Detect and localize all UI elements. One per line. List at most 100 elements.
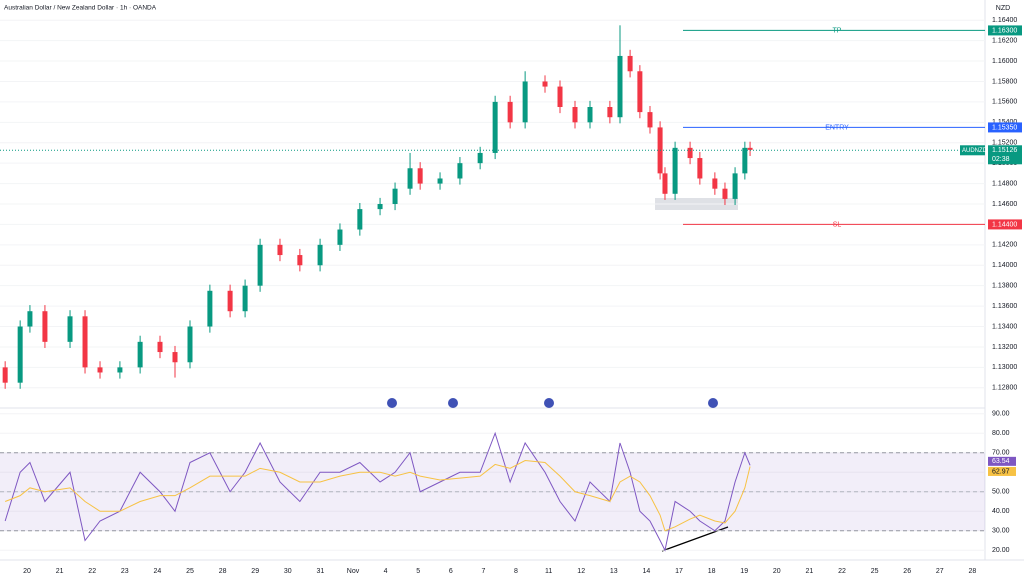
symbol-tag-label: AUDNZD [962,148,988,154]
currency-label: NZD [996,5,1010,12]
candle-body [662,173,668,194]
candle-body [557,86,563,107]
x-tick-label: 22 [88,568,96,575]
event-icons [387,398,718,408]
x-tick-label: 4 [384,568,388,575]
y-tick-label: 30.00 [992,528,1010,535]
level-name: TP [833,27,842,34]
x-tick-label: 21 [56,568,64,575]
x-tick-label: 20 [23,568,31,575]
candle-body [587,107,593,123]
candle-body [242,285,248,312]
price-tag [988,219,1022,230]
y-tick-label: 70.00 [992,450,1010,457]
candle-body [627,55,633,72]
x-tick-label: 18 [708,568,716,575]
y-tick-label: 1.15600 [992,99,1017,106]
candle-body [227,290,233,312]
candle-body [117,367,123,373]
x-tick-label: 7 [481,568,485,575]
y-tick-label: 80.00 [992,430,1010,437]
x-tick-label: 21 [806,568,814,575]
x-tick-label: 31 [317,568,325,575]
candle-body [27,311,33,327]
y-tick-label: 1.13600 [992,303,1017,310]
x-tick-label: 11 [545,568,552,575]
candle-body [277,244,283,256]
price-tag-label: 1.15350 [992,124,1017,131]
x-tick-label: 20 [773,568,781,575]
x-tick-label: 12 [577,568,585,575]
candle-body [647,112,653,128]
x-tick-label: 28 [969,568,977,575]
x-tick-label: 27 [936,568,944,575]
price-tag [988,145,1022,165]
countdown-label: 02:38 [992,156,1010,163]
x-tick-label: 22 [838,568,846,575]
y-tick-label: 1.14000 [992,262,1017,269]
candle-body [157,341,163,353]
event-icon[interactable] [387,398,397,408]
price-tag-label: 1.16300 [992,27,1017,34]
x-tick-label: Nov [347,568,360,575]
candle-body [617,55,623,118]
candle-body [97,367,103,373]
value-tag [988,456,1016,466]
y-tick-label: 1.16400 [992,17,1017,24]
y-tick-label: 1.13800 [992,283,1017,290]
y-tick-label: 40.00 [992,508,1010,515]
candle-body [572,107,578,123]
x-tick-label: 28 [219,568,227,575]
x-tick-label: 30 [284,568,292,575]
price-tag-label: 1.15126 [992,147,1017,154]
candle-body [82,316,88,368]
candle-body [637,71,643,113]
candle-body [417,168,423,184]
x-tick-label: 23 [121,568,129,575]
candle-body [42,311,48,342]
y-tick-label: 50.00 [992,489,1010,496]
symbol-tag [960,145,985,156]
candle-body [297,255,303,266]
x-tick-label: 25 [186,568,194,575]
candle-body [377,204,383,210]
y-tick-label: 1.15800 [992,78,1017,85]
x-tick-label: 17 [675,568,683,575]
x-tick-label: 26 [903,568,911,575]
event-icon[interactable] [448,398,458,408]
x-tick-label: 19 [740,568,748,575]
candle-body [522,81,528,123]
candle-body [137,341,143,368]
candle-body [317,244,323,266]
indicator-line [4,431,751,552]
candle-body [477,152,483,164]
value-tag [988,466,1016,476]
y-tick-label: 1.13200 [992,344,1017,351]
candle-body [407,168,413,189]
candle-body [732,173,738,199]
candle-body [672,147,678,194]
candle-body [607,107,613,118]
candle-body [17,326,23,383]
candle-body [697,158,703,179]
candle-body [492,101,498,153]
y-tick-label: 1.16000 [992,58,1017,65]
event-icon[interactable] [708,398,718,408]
candle-body [337,229,343,245]
candle-body [747,147,753,150]
y-tick-label: 1.13400 [992,323,1017,330]
candle-body [722,188,728,199]
x-tick-label: 8 [514,568,518,575]
candle-body [392,188,398,204]
x-tick-label: 14 [643,568,651,575]
x-tick-label: 24 [154,568,162,575]
candle-body [187,326,193,363]
event-icon[interactable] [544,398,554,408]
y-tick-label: 1.14800 [992,180,1017,187]
candle-body [437,178,443,184]
candle-body [172,352,178,363]
y-tick-label: 1.14600 [992,201,1017,208]
